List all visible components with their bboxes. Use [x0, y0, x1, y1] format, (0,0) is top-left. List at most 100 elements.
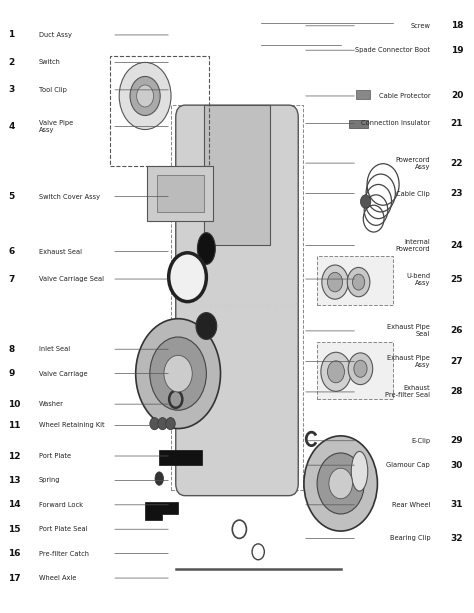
Text: 25: 25	[451, 275, 463, 284]
Text: 20: 20	[451, 91, 463, 101]
Text: Internal
Powercord: Internal Powercord	[396, 239, 430, 252]
Circle shape	[347, 267, 370, 297]
Text: 9: 9	[9, 369, 15, 378]
Text: 11: 11	[9, 421, 21, 430]
Circle shape	[196, 313, 217, 340]
Polygon shape	[145, 502, 178, 520]
Circle shape	[321, 352, 351, 391]
Text: Pre-filter Catch: Pre-filter Catch	[39, 550, 89, 557]
Text: Washer: Washer	[39, 401, 64, 407]
Text: 12: 12	[9, 452, 21, 460]
Text: 1: 1	[9, 31, 15, 39]
Text: Valve Pipe
Assy: Valve Pipe Assy	[39, 120, 73, 133]
Text: Exhaust Pipe
Seal: Exhaust Pipe Seal	[387, 324, 430, 337]
Circle shape	[360, 195, 371, 208]
Text: 30: 30	[451, 460, 463, 470]
Circle shape	[304, 436, 377, 531]
Text: 8: 8	[9, 345, 15, 354]
Circle shape	[158, 417, 167, 430]
Text: 22: 22	[451, 159, 463, 167]
Text: Port Plate: Port Plate	[39, 453, 71, 459]
Text: 15: 15	[9, 525, 21, 534]
Text: 21: 21	[451, 119, 463, 128]
Text: Switch: Switch	[39, 59, 61, 66]
Text: 6: 6	[9, 247, 15, 256]
Circle shape	[119, 63, 171, 129]
Circle shape	[348, 353, 373, 384]
Text: 19: 19	[451, 46, 463, 55]
Text: E-Clip: E-Clip	[411, 438, 430, 444]
Circle shape	[166, 417, 175, 430]
Text: Wheel Retaining Kit: Wheel Retaining Kit	[39, 422, 105, 428]
Text: 3: 3	[9, 85, 15, 94]
Text: ereplacementparts.com: ereplacementparts.com	[179, 302, 295, 311]
Circle shape	[328, 361, 345, 383]
Text: Spade Connector Boot: Spade Connector Boot	[355, 47, 430, 53]
Text: 14: 14	[9, 500, 21, 509]
Text: Screw: Screw	[410, 23, 430, 29]
Circle shape	[150, 417, 159, 430]
Text: 23: 23	[451, 189, 463, 198]
Text: Wheel Axle: Wheel Axle	[39, 575, 76, 581]
Text: Valve Carriage Seal: Valve Carriage Seal	[39, 276, 104, 282]
Text: 18: 18	[451, 21, 463, 30]
Text: 27: 27	[451, 357, 463, 366]
Text: Connection Insulator: Connection Insulator	[361, 120, 430, 126]
Text: Forward Lock: Forward Lock	[39, 502, 83, 508]
Text: Port Plate Seal: Port Plate Seal	[39, 526, 88, 532]
Circle shape	[353, 274, 365, 290]
FancyBboxPatch shape	[176, 105, 298, 496]
Text: Glamour Cap: Glamour Cap	[386, 462, 430, 468]
Circle shape	[322, 265, 348, 299]
Polygon shape	[349, 120, 368, 128]
Text: 16: 16	[9, 549, 21, 558]
Text: 32: 32	[451, 534, 463, 543]
Text: Exhaust Seal: Exhaust Seal	[39, 249, 82, 254]
Text: Spring: Spring	[39, 478, 61, 484]
Circle shape	[130, 77, 160, 115]
Text: Tool Clip: Tool Clip	[39, 87, 67, 93]
Text: Switch Cover Assy: Switch Cover Assy	[39, 194, 100, 200]
Text: 2: 2	[9, 58, 15, 67]
Ellipse shape	[155, 472, 164, 485]
Text: 31: 31	[451, 500, 463, 509]
Circle shape	[169, 253, 206, 302]
Text: 29: 29	[451, 436, 463, 445]
Text: Valve Carriage: Valve Carriage	[39, 371, 88, 376]
Polygon shape	[356, 90, 370, 99]
Text: 10: 10	[9, 400, 21, 409]
Text: Powercord
Assy: Powercord Assy	[396, 156, 430, 170]
Text: 5: 5	[9, 192, 15, 201]
Text: Exhaust
Pre-filter Seal: Exhaust Pre-filter Seal	[385, 386, 430, 398]
Text: 17: 17	[9, 574, 21, 582]
Circle shape	[329, 468, 353, 499]
Text: Exhaust Pipe
Assy: Exhaust Pipe Assy	[387, 355, 430, 368]
Ellipse shape	[351, 451, 368, 491]
Polygon shape	[204, 105, 270, 245]
Text: 4: 4	[9, 122, 15, 131]
Text: Cable Clip: Cable Clip	[396, 191, 430, 197]
Text: 13: 13	[9, 476, 21, 485]
Circle shape	[176, 262, 199, 292]
Text: 28: 28	[451, 387, 463, 397]
Circle shape	[164, 356, 192, 392]
Polygon shape	[159, 450, 201, 465]
Polygon shape	[157, 175, 204, 212]
Circle shape	[328, 272, 343, 292]
Ellipse shape	[197, 233, 215, 264]
Circle shape	[136, 319, 220, 428]
Circle shape	[150, 337, 206, 410]
Text: 26: 26	[451, 326, 463, 335]
Circle shape	[317, 453, 364, 514]
Text: U-bend
Assy: U-bend Assy	[406, 273, 430, 286]
Text: 24: 24	[451, 241, 463, 250]
Polygon shape	[317, 256, 392, 305]
Text: Duct Assy: Duct Assy	[39, 32, 72, 38]
Text: Bearing Clip: Bearing Clip	[390, 535, 430, 541]
Text: Cable Protector: Cable Protector	[379, 93, 430, 99]
Circle shape	[354, 360, 367, 377]
Text: Rear Wheel: Rear Wheel	[392, 502, 430, 508]
Text: 7: 7	[9, 275, 15, 284]
Text: Inlet Seal: Inlet Seal	[39, 346, 70, 352]
Polygon shape	[317, 342, 392, 399]
